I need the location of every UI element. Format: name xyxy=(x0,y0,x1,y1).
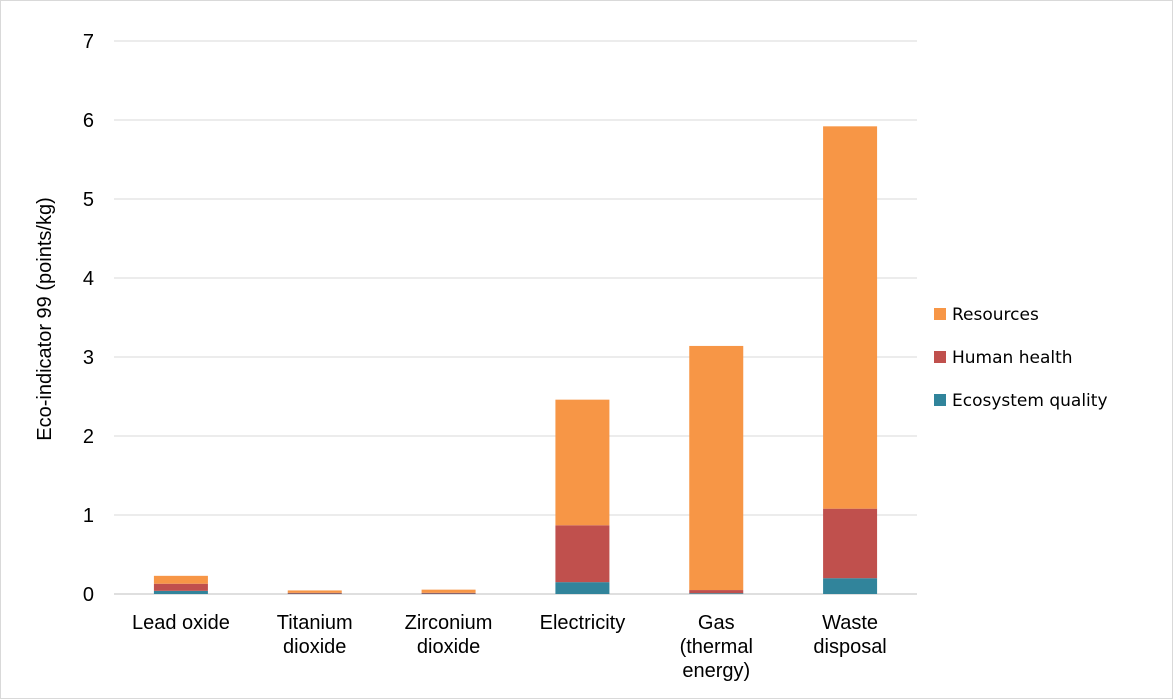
x-tick-label: Lead oxide xyxy=(132,612,230,634)
y-axis-title: Eco-indicator 99 (points/kg) xyxy=(34,197,56,440)
y-axis: 0 1 2 3 4 5 6 7 xyxy=(83,31,94,606)
y-tick-label: 6 xyxy=(83,110,94,132)
bar-segment-human-health xyxy=(287,592,342,594)
bar-segment-ecosystem-quality xyxy=(287,593,342,594)
bar-segment-resources xyxy=(287,590,342,593)
bar-segment-resources xyxy=(555,399,610,526)
legend-swatch xyxy=(934,394,946,406)
y-tick-label: 5 xyxy=(83,189,94,211)
legend-label: Human health xyxy=(952,348,1073,368)
x-tick-label: Waste disposal xyxy=(813,612,886,658)
bar-segment-human-health xyxy=(555,525,610,583)
y-tick-label: 2 xyxy=(83,426,94,448)
bar-segment-ecosystem-quality xyxy=(421,593,476,594)
bar-segment-ecosystem-quality xyxy=(153,590,208,594)
x-tick-label: Zirconium dioxide xyxy=(405,612,493,658)
y-tick-label: 1 xyxy=(83,505,94,527)
legend-swatch xyxy=(934,351,946,363)
bar-segment-human-health xyxy=(823,508,878,579)
legend: Resources Human health Ecosystem quality xyxy=(934,305,1108,411)
bars xyxy=(153,126,878,594)
bar-segment-ecosystem-quality xyxy=(823,578,878,594)
y-tick-label: 4 xyxy=(83,268,94,290)
y-tick-label: 7 xyxy=(83,31,94,53)
bar-segment-resources xyxy=(153,575,208,584)
x-tick-label: Titanium dioxide xyxy=(277,612,353,658)
x-tick-label: Gas (thermal energy) xyxy=(680,612,753,682)
legend-label: Ecosystem quality xyxy=(952,391,1108,411)
bar-segment-ecosystem-quality xyxy=(689,593,744,594)
bar-segment-human-health xyxy=(421,592,476,594)
gridlines xyxy=(114,40,917,595)
bar-segment-human-health xyxy=(153,583,208,591)
y-tick-label: 0 xyxy=(83,584,94,606)
y-tick-label: 3 xyxy=(83,347,94,369)
x-tick-label: Electricity xyxy=(540,612,626,634)
bar-segment-human-health xyxy=(689,590,744,594)
bar-segment-resources xyxy=(421,589,476,593)
legend-swatch xyxy=(934,308,946,320)
bar-segment-ecosystem-quality xyxy=(555,582,610,594)
bar-segment-resources xyxy=(689,345,744,591)
legend-label: Resources xyxy=(952,305,1039,325)
bar-segment-resources xyxy=(823,126,878,509)
x-axis: Lead oxide Titanium dioxide Zirconium dioxid… xyxy=(132,612,887,682)
